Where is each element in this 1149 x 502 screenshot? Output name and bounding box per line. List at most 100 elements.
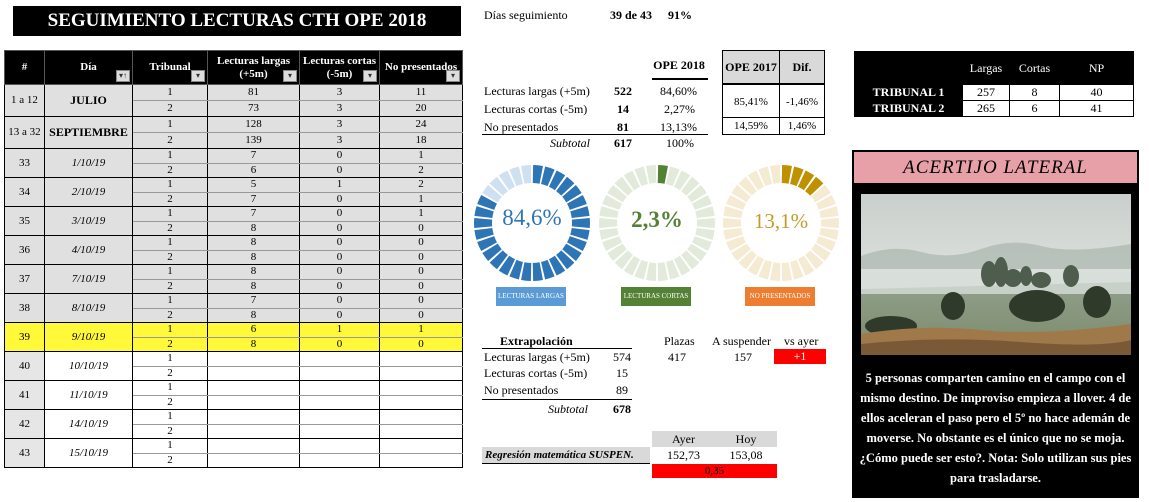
largas-cell[interactable]: 128 [207, 116, 300, 133]
np-cell[interactable]: 1 [379, 206, 463, 222]
filter-dropdown-icon[interactable]: ▾ [363, 70, 377, 82]
row-index-cell[interactable]: 34 [4, 177, 45, 207]
largas-cell[interactable]: 7 [207, 148, 300, 164]
np-cell[interactable] [379, 380, 463, 396]
tribunal-cell[interactable]: 2 [132, 191, 208, 207]
cortas-cell[interactable] [299, 394, 380, 410]
largas-cell[interactable] [207, 452, 300, 468]
largas-cell[interactable]: 8 [207, 307, 300, 323]
largas-cell[interactable]: 7 [207, 293, 300, 309]
cortas-cell[interactable]: 3 [299, 132, 380, 149]
largas-cell[interactable]: 6 [207, 322, 300, 338]
tribunal-cell[interactable]: 1 [132, 116, 208, 133]
row-index-cell[interactable]: 38 [4, 293, 45, 323]
cortas-cell[interactable]: 0 [299, 293, 380, 309]
row-day-cell[interactable]: 7/10/19 [44, 264, 133, 294]
np-cell[interactable]: 0 [379, 336, 463, 352]
row-index-cell[interactable]: 40 [4, 351, 45, 381]
row-index-cell[interactable]: 37 [4, 264, 45, 294]
largas-cell[interactable]: 7 [207, 191, 300, 207]
row-day-cell[interactable]: 15/10/19 [44, 438, 133, 468]
cortas-cell[interactable] [299, 351, 380, 367]
tribunal-cell[interactable]: 1 [132, 438, 208, 454]
np-cell[interactable] [379, 351, 463, 367]
cortas-cell[interactable]: 0 [299, 336, 380, 352]
np-cell[interactable]: 1 [379, 191, 463, 207]
tribunal-cell[interactable]: 2 [132, 132, 208, 149]
largas-cell[interactable] [207, 423, 300, 439]
largas-cell[interactable]: 8 [207, 336, 300, 352]
col-largas-header[interactable]: Lecturas largas (+5m) ▾ [207, 50, 300, 85]
np-cell[interactable]: 18 [379, 132, 463, 149]
row-index-cell[interactable]: 1 a 12 [4, 84, 45, 117]
row-index-cell[interactable]: 13 a 32 [4, 116, 45, 149]
tribunal-cell[interactable]: 1 [132, 148, 208, 164]
tribunal-cell[interactable]: 1 [132, 264, 208, 280]
tribunal-cell[interactable]: 1 [132, 293, 208, 309]
cortas-cell[interactable]: 1 [299, 322, 380, 338]
col-day-header[interactable]: Día ▾↑ [44, 50, 133, 85]
np-cell[interactable]: 0 [379, 264, 463, 280]
row-day-cell[interactable]: 2/10/19 [44, 177, 133, 207]
largas-cell[interactable]: 8 [207, 264, 300, 280]
sort-filter-icon[interactable]: ▾↑ [116, 70, 130, 82]
row-index-cell[interactable]: 35 [4, 206, 45, 236]
cortas-cell[interactable] [299, 409, 380, 425]
tribunal-cell[interactable]: 2 [132, 307, 208, 323]
largas-cell[interactable]: 139 [207, 132, 300, 149]
largas-cell[interactable]: 81 [207, 84, 300, 101]
tribunal-cell[interactable]: 1 [132, 380, 208, 396]
tribunal-cell[interactable]: 2 [132, 452, 208, 468]
filter-dropdown-icon[interactable]: ▾ [446, 70, 460, 82]
tribunal-cell[interactable]: 2 [132, 220, 208, 236]
cortas-cell[interactable] [299, 423, 380, 439]
row-index-cell[interactable]: 36 [4, 235, 45, 265]
row-index-cell[interactable]: 39 [4, 322, 45, 352]
largas-cell[interactable] [207, 409, 300, 425]
np-cell[interactable]: 0 [379, 307, 463, 323]
cortas-cell[interactable] [299, 452, 380, 468]
np-cell[interactable]: 0 [379, 235, 463, 251]
cortas-cell[interactable]: 0 [299, 307, 380, 323]
cortas-cell[interactable] [299, 380, 380, 396]
np-cell[interactable]: 1 [379, 322, 463, 338]
largas-cell[interactable] [207, 438, 300, 454]
row-day-cell[interactable]: 10/10/19 [44, 351, 133, 381]
largas-cell[interactable]: 73 [207, 100, 300, 117]
largas-cell[interactable] [207, 380, 300, 396]
col-tribunal-header[interactable]: Tribunal ▾ [132, 50, 208, 85]
cortas-cell[interactable]: 1 [299, 177, 380, 193]
row-day-cell[interactable]: 3/10/19 [44, 206, 133, 236]
tribunal-cell[interactable]: 2 [132, 365, 208, 381]
cortas-cell[interactable]: 0 [299, 249, 380, 265]
row-day-cell[interactable]: JULIO [44, 84, 133, 117]
np-cell[interactable]: 0 [379, 293, 463, 309]
cortas-cell[interactable]: 0 [299, 148, 380, 164]
tribunal-cell[interactable]: 1 [132, 351, 208, 367]
np-cell[interactable]: 2 [379, 162, 463, 178]
cortas-cell[interactable]: 3 [299, 84, 380, 101]
tribunal-cell[interactable]: 1 [132, 235, 208, 251]
largas-cell[interactable] [207, 394, 300, 410]
cortas-cell[interactable]: 0 [299, 264, 380, 280]
col-np-header[interactable]: No presentados ▾ [379, 50, 463, 85]
filter-dropdown-icon[interactable]: ▾ [283, 70, 297, 82]
row-day-cell[interactable]: 11/10/19 [44, 380, 133, 410]
np-cell[interactable]: 0 [379, 249, 463, 265]
tribunal-cell[interactable]: 2 [132, 162, 208, 178]
row-index-cell[interactable]: 33 [4, 148, 45, 178]
np-cell[interactable]: 20 [379, 100, 463, 117]
cortas-cell[interactable] [299, 365, 380, 381]
row-day-cell[interactable]: 1/10/19 [44, 148, 133, 178]
cortas-cell[interactable]: 0 [299, 162, 380, 178]
tribunal-cell[interactable]: 1 [132, 409, 208, 425]
np-cell[interactable]: 1 [379, 148, 463, 164]
tribunal-cell[interactable]: 2 [132, 336, 208, 352]
np-cell[interactable] [379, 394, 463, 410]
row-index-cell[interactable]: 42 [4, 409, 45, 439]
np-cell[interactable]: 0 [379, 220, 463, 236]
cortas-cell[interactable] [299, 438, 380, 454]
cortas-cell[interactable]: 3 [299, 116, 380, 133]
tribunal-cell[interactable]: 2 [132, 394, 208, 410]
largas-cell[interactable]: 8 [207, 278, 300, 294]
